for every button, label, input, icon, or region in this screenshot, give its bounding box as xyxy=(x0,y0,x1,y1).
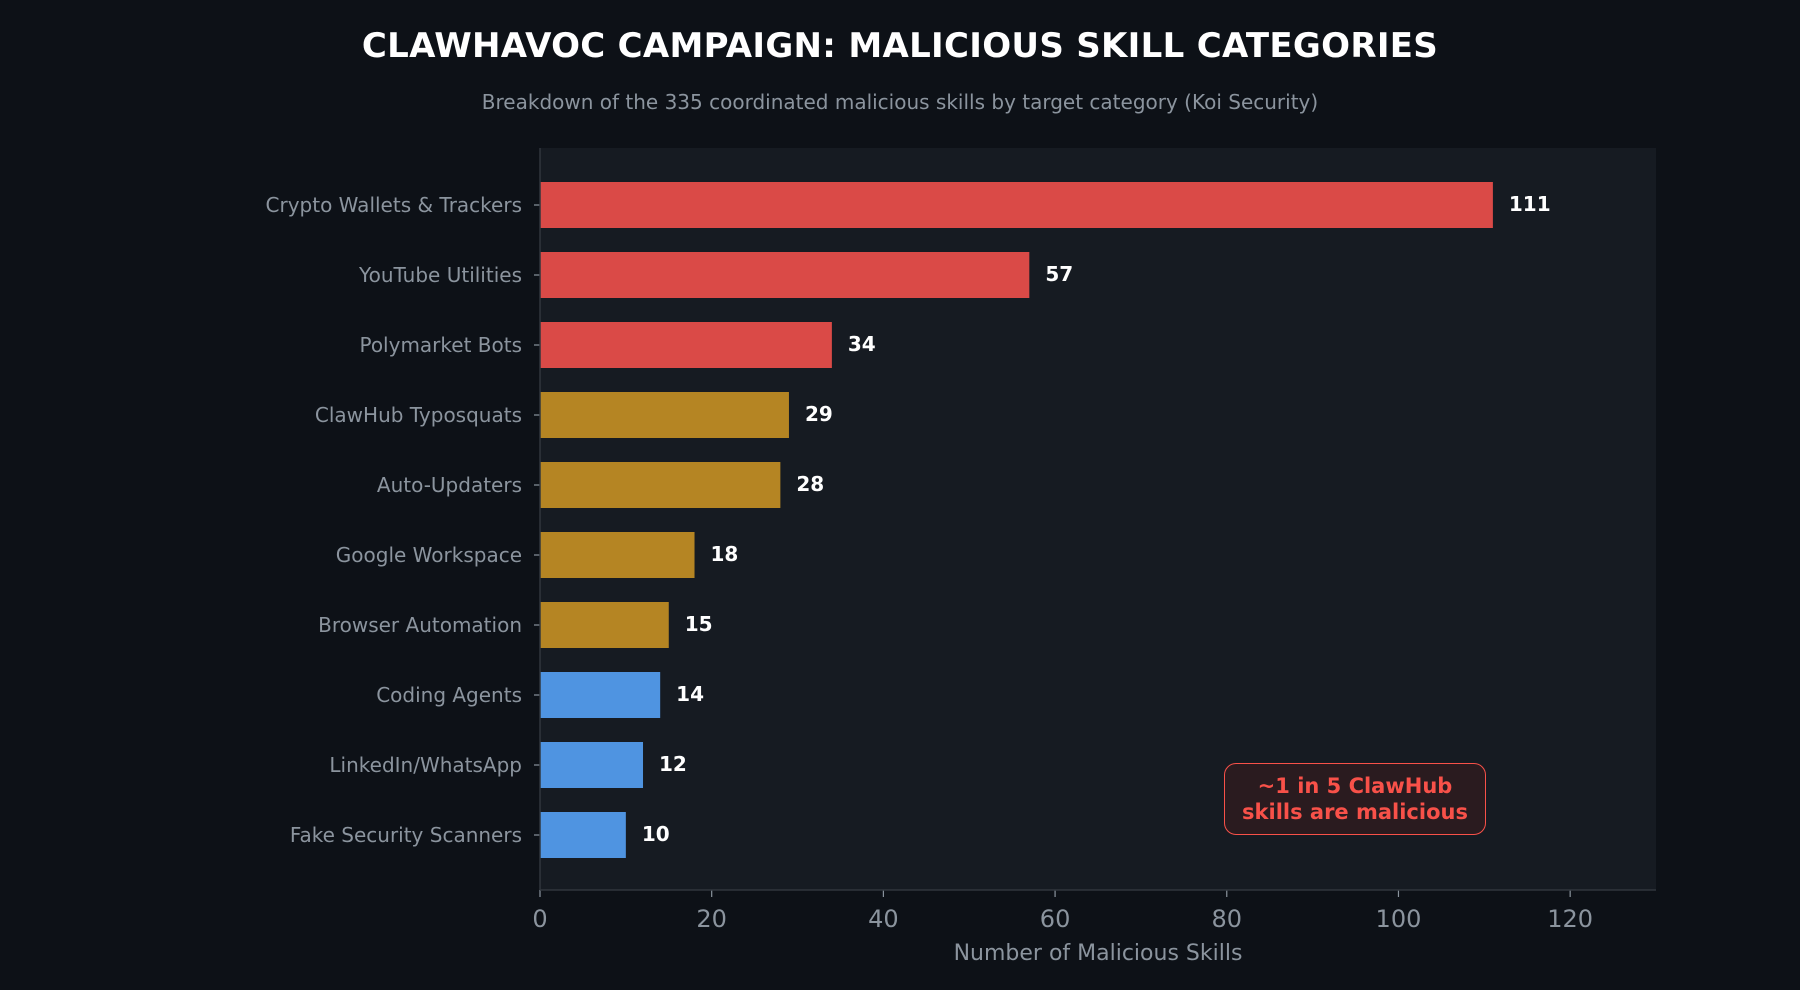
x-tick-label-0: 0 xyxy=(532,905,547,933)
value-label-coding-agents: 14 xyxy=(676,682,704,706)
value-label-polymarket-bots: 34 xyxy=(848,332,876,356)
annotation-callout: ~1 in 5 ClawHub skills are malicious xyxy=(1224,763,1486,835)
category-label-fake-security-scanners: Fake Security Scanners xyxy=(290,823,522,847)
value-label-auto-updaters: 28 xyxy=(796,472,824,496)
bar-google-workspace xyxy=(540,532,695,578)
bar-crypto-wallets-trackers xyxy=(540,182,1493,228)
bar-clawhub-typosquats xyxy=(540,392,789,438)
x-tick-label-20: 20 xyxy=(696,905,727,933)
chart-title: CLAWHAVOC CAMPAIGN: MALICIOUS SKILL CATE… xyxy=(361,26,1439,66)
category-label-clawhub-typosquats: ClawHub Typosquats xyxy=(315,403,522,427)
bars-group: Crypto Wallets & Trackers 111 YouTube Util… xyxy=(266,182,1551,858)
bar-polymarket-bots xyxy=(540,322,832,368)
value-label-clawhub-typosquats: 29 xyxy=(805,402,833,426)
x-tick-label-100: 100 xyxy=(1376,905,1422,933)
value-label-crypto-wallets-trackers: 111 xyxy=(1509,192,1551,216)
bar-coding-agents xyxy=(540,672,661,718)
x-axis-title: Number of Malicious Skills xyxy=(954,941,1243,966)
bar-linkedin-whatsapp xyxy=(540,742,644,788)
x-tick-label-120: 120 xyxy=(1547,905,1593,933)
category-label-linkedin-whatsapp: LinkedIn/WhatsApp xyxy=(329,753,522,777)
x-tick-label-80: 80 xyxy=(1211,905,1242,933)
bar-browser-automation xyxy=(540,602,669,648)
category-label-auto-updaters: Auto-Updaters xyxy=(377,473,522,497)
value-label-google-workspace: 18 xyxy=(711,542,739,566)
bar-youtube-utilities xyxy=(540,252,1030,298)
category-label-browser-automation: Browser Automation xyxy=(318,613,522,637)
category-label-google-workspace: Google Workspace xyxy=(336,543,522,567)
annotation-line-1: ~1 in 5 ClawHub xyxy=(1257,774,1453,798)
x-tick-label-40: 40 xyxy=(868,905,899,933)
category-label-polymarket-bots: Polymarket Bots xyxy=(359,333,522,357)
value-label-linkedin-whatsapp: 12 xyxy=(659,752,687,776)
x-ticks-group: 0 20 40 60 80 100 120 xyxy=(532,890,1593,933)
category-label-crypto-wallets-trackers: Crypto Wallets & Trackers xyxy=(266,193,522,217)
x-tick-label-60: 60 xyxy=(1040,905,1071,933)
category-label-coding-agents: Coding Agents xyxy=(376,683,522,707)
category-label-youtube-utilities: YouTube Utilities xyxy=(358,263,522,287)
value-label-browser-automation: 15 xyxy=(685,612,713,636)
chart-subtitle: Breakdown of the 335 coordinated malicio… xyxy=(481,90,1319,114)
bar-auto-updaters xyxy=(540,462,781,508)
annotation-line-2: skills are malicious xyxy=(1242,800,1468,824)
value-label-youtube-utilities: 57 xyxy=(1045,262,1073,286)
value-label-fake-security-scanners: 10 xyxy=(642,822,670,846)
bar-fake-security-scanners xyxy=(540,812,626,858)
